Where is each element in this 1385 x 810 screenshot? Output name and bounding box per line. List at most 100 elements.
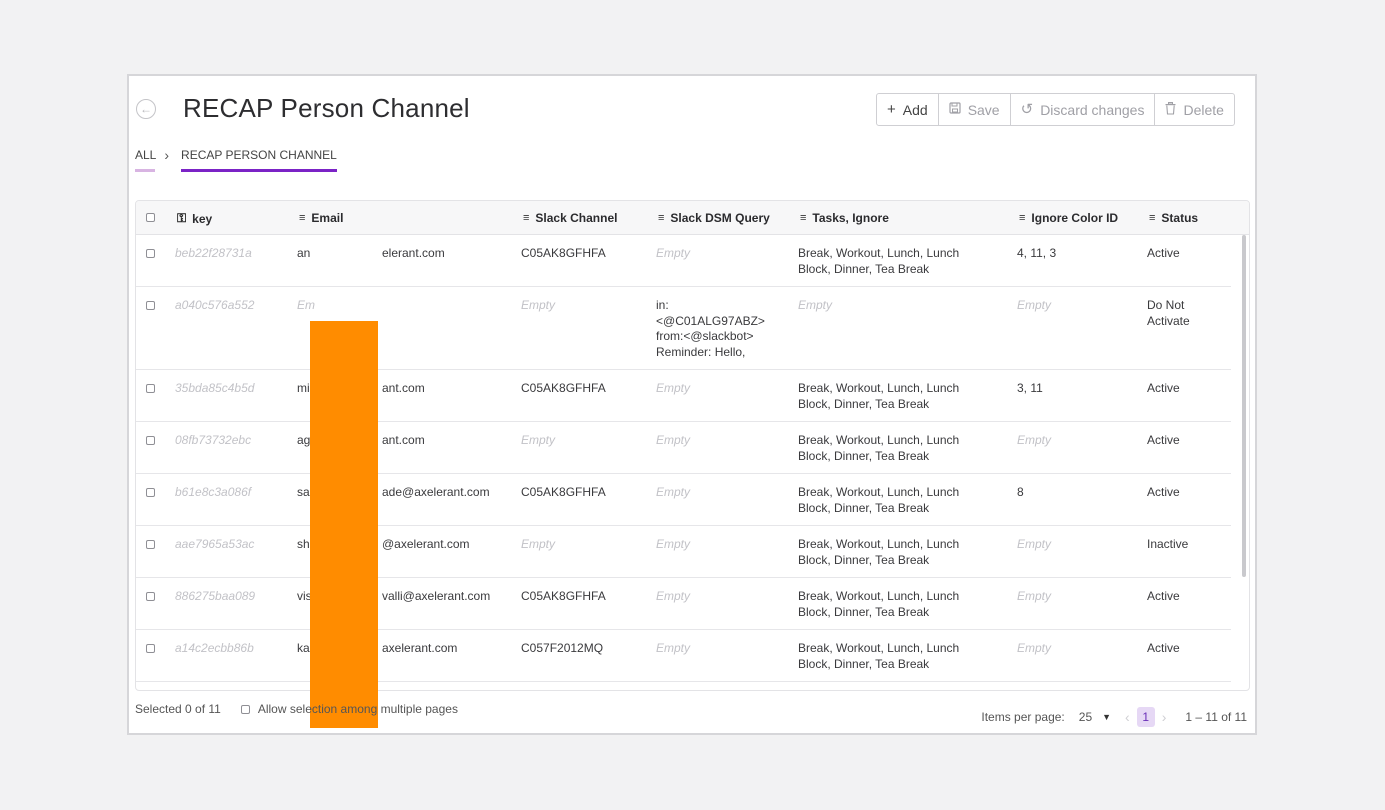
cell-status[interactable]: Active	[1147, 381, 1180, 395]
row-checkbox[interactable]	[146, 384, 155, 393]
cell-key[interactable]: 08fb73732ebc	[175, 433, 252, 447]
cell-slack-channel[interactable]: Empty	[521, 298, 556, 312]
cell-key[interactable]: 886275baa089	[175, 589, 256, 603]
breadcrumb-current[interactable]: RECAP PERSON CHANNEL	[181, 148, 337, 172]
cell-ignore-color-id[interactable]: 4, 11, 3	[1017, 246, 1057, 260]
cell-slack-dsm-query[interactable]: Empty	[656, 641, 691, 655]
cell-slack-dsm-query[interactable]: Empty	[656, 485, 691, 499]
cell-key[interactable]: 35bda85c4b5d	[175, 381, 255, 395]
allow-multi-page-label[interactable]: Allow selection among multiple pages	[257, 702, 458, 716]
cell-ignore-color-id[interactable]: Empty	[1017, 589, 1052, 603]
allow-multi-page-checkbox[interactable]	[240, 704, 250, 714]
table-row[interactable]: 08fb73732ebc ag ant.com Empty Empty Brea…	[136, 422, 1231, 474]
cell-slack-dsm-query[interactable]: Empty	[656, 433, 691, 447]
back-arrow-icon[interactable]: ←	[136, 99, 156, 119]
row-checkbox[interactable]	[146, 488, 155, 497]
cell-ignore-color-id[interactable]: Empty	[1017, 641, 1052, 655]
cell-slack-channel[interactable]: C05AK8GFHFA	[521, 381, 606, 395]
cell-slack-channel[interactable]: C05AK8GFHFA	[521, 589, 606, 603]
chevron-right-icon[interactable]: ›	[1161, 709, 1167, 725]
cell-email[interactable]: an	[297, 246, 311, 260]
page-number-button[interactable]: 1	[1136, 707, 1155, 727]
breadcrumb-all[interactable]: ALL	[135, 148, 156, 172]
cell-slack-channel[interactable]: Empty	[521, 537, 556, 551]
row-checkbox[interactable]	[146, 301, 155, 310]
table-row[interactable]: beb22f28731a an elerant.com C05AK8GFHFA …	[136, 235, 1231, 287]
column-header-tasks-ignore[interactable]: ≡ Tasks, Ignore	[800, 211, 889, 225]
table-row[interactable]: aae7965a53ac sh @axelerant.com Empty Emp…	[136, 526, 1231, 578]
column-header-slack-dsm-query[interactable]: ≡ Slack DSM Query	[658, 211, 770, 225]
cell-key[interactable]: aae7965a53ac	[175, 537, 255, 551]
cell-ignore-color-id[interactable]: Empty	[1017, 298, 1052, 312]
items-per-page-select[interactable]: 25 ▼	[1079, 710, 1111, 724]
cell-status-line2: Activate	[1147, 313, 1190, 328]
selected-count: Selected 0 of 11	[135, 702, 221, 716]
cell-slack-dsm-query[interactable]: Empty	[656, 381, 691, 395]
cell-status[interactable]: Do Not	[1147, 298, 1185, 312]
cell-tasks-ignore[interactable]: Empty	[798, 298, 833, 312]
column-header-email[interactable]: ≡ Email	[299, 211, 343, 225]
chevron-left-icon[interactable]: ‹	[1125, 709, 1130, 725]
discard-label: Discard changes	[1040, 101, 1145, 118]
cell-email[interactable]: sh	[297, 537, 310, 551]
cell-key[interactable]: b61e8c3a086f	[175, 485, 252, 499]
cell-email[interactable]: mi	[297, 381, 310, 395]
select-all-checkbox[interactable]	[146, 213, 155, 222]
table-row[interactable]: a14c2ecbb86b ka axelerant.com C057F2012M…	[136, 630, 1231, 682]
cell-slack-channel[interactable]: C05AK8GFHFA	[521, 485, 606, 499]
save-button[interactable]: Save	[939, 94, 1011, 125]
cell-email[interactable]: ka	[297, 641, 310, 655]
cell-key[interactable]: a14c2ecbb86b	[175, 641, 254, 655]
column-header-ignore-color-id[interactable]: ≡ Ignore Color ID	[1019, 211, 1118, 225]
cell-slack-channel[interactable]: Empty	[521, 433, 556, 447]
cell-status[interactable]: Active	[1147, 485, 1180, 499]
table-row[interactable]: a040c576a552 Em Empty in: <@C01ALG97ABZ>…	[136, 287, 1231, 370]
cell-ignore-color-id[interactable]: Empty	[1017, 537, 1052, 551]
row-checkbox[interactable]	[146, 644, 155, 653]
cell-tasks-ignore[interactable]: Break, Workout, Lunch, Lunch	[798, 537, 960, 551]
row-checkbox[interactable]	[146, 540, 155, 549]
cell-ignore-color-id[interactable]: 3, 11	[1017, 381, 1043, 395]
cell-tasks-ignore[interactable]: Break, Workout, Lunch, Lunch	[798, 246, 960, 260]
column-header-status[interactable]: ≡ Status	[1149, 211, 1198, 225]
cell-tasks-ignore[interactable]: Break, Workout, Lunch, Lunch	[798, 641, 960, 655]
cell-slack-dsm-query[interactable]: in:	[656, 298, 669, 312]
cell-email[interactable]: Em	[297, 298, 315, 312]
cell-key[interactable]: a040c576a552	[175, 298, 255, 312]
add-button[interactable]: + Add	[877, 94, 939, 125]
cell-key[interactable]: beb22f28731a	[175, 246, 252, 260]
cell-status[interactable]: Active	[1147, 246, 1180, 260]
cell-tasks-ignore[interactable]: Break, Workout, Lunch, Lunch	[798, 433, 960, 447]
table-row[interactable]: b61e8c3a086f sa ade@axelerant.com C05AK8…	[136, 474, 1231, 526]
cell-slack-dsm-query[interactable]: Empty	[656, 589, 691, 603]
column-header-slack-channel[interactable]: ≡ Slack Channel	[523, 211, 617, 225]
cell-status[interactable]: Inactive	[1147, 537, 1189, 551]
cell-tasks-ignore[interactable]: Break, Workout, Lunch, Lunch	[798, 381, 960, 395]
cell-slack-dsm-query[interactable]: Empty	[656, 537, 691, 551]
cell-email[interactable]: vis	[297, 589, 312, 603]
delete-button[interactable]: Delete	[1155, 94, 1233, 125]
cell-email-tail: ade@axelerant.com	[382, 485, 490, 499]
items-per-page-label: Items per page:	[981, 710, 1065, 724]
cell-status[interactable]: Active	[1147, 589, 1180, 603]
cell-slack-channel[interactable]: C057F2012MQ	[521, 641, 604, 655]
cell-email[interactable]: ag	[297, 433, 311, 447]
row-checkbox[interactable]	[146, 592, 155, 601]
cell-slack-channel[interactable]: C05AK8GFHFA	[521, 246, 606, 260]
table-row[interactable]: 886275baa089 vis valli@axelerant.com C05…	[136, 578, 1231, 630]
cell-tasks-ignore[interactable]: Break, Workout, Lunch, Lunch	[798, 485, 960, 499]
row-checkbox[interactable]	[146, 249, 155, 258]
discard-changes-button[interactable]: ↺ Discard changes	[1011, 94, 1156, 125]
row-checkbox[interactable]	[146, 436, 155, 445]
vertical-scrollbar[interactable]	[1242, 235, 1246, 577]
undo-icon: ↺	[1020, 101, 1034, 118]
cell-status[interactable]: Active	[1147, 433, 1180, 447]
cell-tasks-ignore[interactable]: Break, Workout, Lunch, Lunch	[798, 589, 960, 603]
cell-status[interactable]: Active	[1147, 641, 1180, 655]
cell-ignore-color-id[interactable]: 8	[1017, 485, 1024, 499]
cell-slack-dsm-query[interactable]: Empty	[656, 246, 691, 260]
table-row[interactable]: 35bda85c4b5d mi ant.com C05AK8GFHFA Empt…	[136, 370, 1231, 422]
cell-ignore-color-id[interactable]: Empty	[1017, 433, 1052, 447]
cell-email[interactable]: sa	[297, 485, 310, 499]
column-header-key[interactable]: ⚿ key	[177, 211, 212, 226]
